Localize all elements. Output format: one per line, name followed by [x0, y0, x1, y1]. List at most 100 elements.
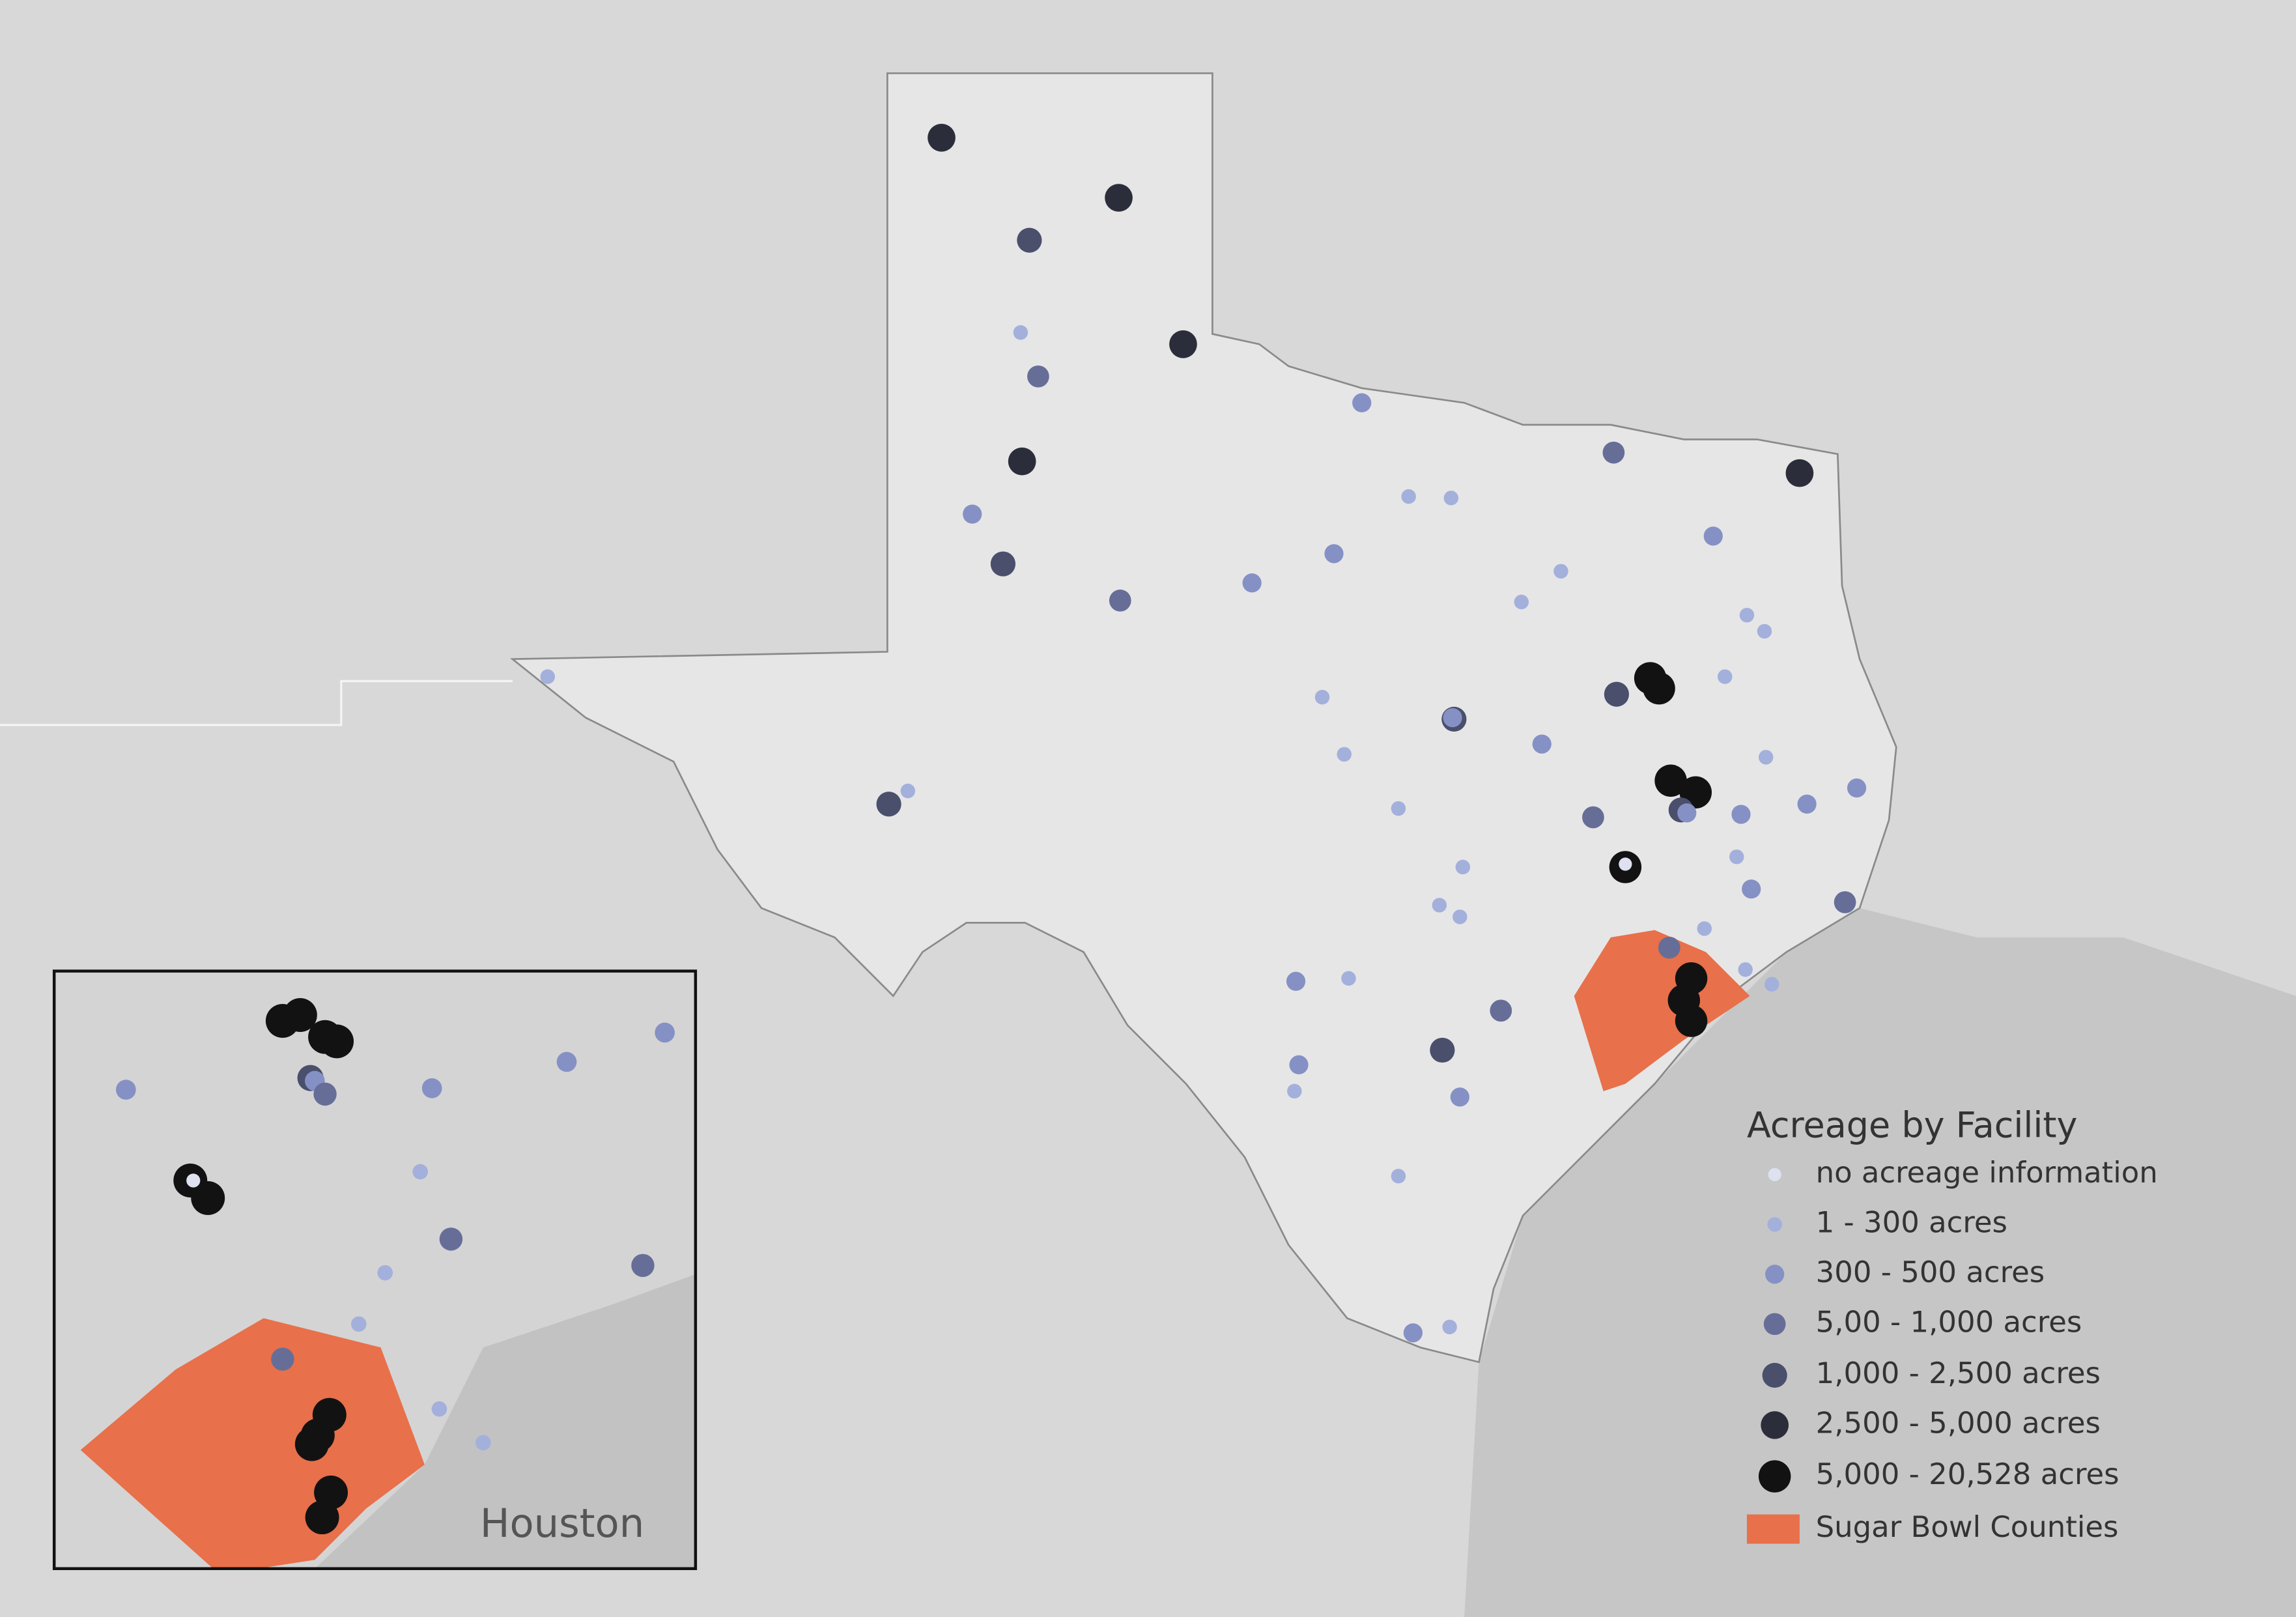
facility: [1553, 564, 1568, 579]
facility: [1287, 1083, 1302, 1099]
facility: [1432, 898, 1447, 913]
facility: [1027, 365, 1049, 388]
facility: [431, 1401, 447, 1417]
facility: [1450, 1087, 1469, 1107]
facility: [1703, 526, 1723, 546]
legend-symbol: [1762, 1362, 1787, 1388]
facility: [1738, 962, 1753, 977]
facility: [294, 1427, 329, 1461]
facility: [1847, 778, 1867, 798]
facility: [1314, 689, 1330, 705]
facility: [1341, 971, 1356, 986]
facility: [1013, 325, 1028, 340]
legend: no acreage information 1 - 300 acres 300 -…: [1746, 1155, 2158, 1544]
facility: [313, 1082, 337, 1106]
facility: [631, 1253, 655, 1278]
facility: [1619, 857, 1632, 871]
facility: [1403, 1323, 1423, 1343]
legend-symbol: [1763, 1313, 1786, 1336]
legend-label: 5,000 - 20,528 acres: [1816, 1457, 2119, 1491]
facility: [1739, 608, 1755, 623]
facility: [1490, 999, 1512, 1022]
facility: [1834, 891, 1856, 913]
legend-label: no acreage information: [1816, 1155, 2158, 1190]
legend-symbol: [1761, 1411, 1789, 1439]
facility: [439, 1227, 463, 1251]
legend-label: 2,500 - 5,000 acres: [1816, 1405, 2101, 1440]
facility: [377, 1265, 393, 1281]
inset-frame: [52, 969, 698, 1571]
facility: [1017, 227, 1042, 253]
facility: [1453, 909, 1467, 924]
legend-label: 300 - 500 acres: [1816, 1255, 2045, 1289]
inset-facilities: [115, 998, 675, 1535]
sugar-bowl-counties: [1574, 930, 1750, 1091]
facility: [1289, 1055, 1309, 1075]
facility: [1443, 708, 1462, 728]
facility: [1337, 747, 1352, 762]
legend-label: Sugar Bowl Counties: [1816, 1510, 2119, 1544]
facility: [876, 792, 901, 817]
facility: [1643, 672, 1675, 705]
legend-symbol: [1765, 1265, 1785, 1284]
facility: [191, 1181, 225, 1215]
facility: [655, 1022, 675, 1043]
legend-symbol: [1767, 1217, 1782, 1232]
facility: [1658, 936, 1680, 959]
facility: [1729, 849, 1744, 865]
legend-label: 1 - 300 acres: [1816, 1205, 2007, 1239]
facility: [305, 1500, 339, 1535]
legend-title: Acreage by Facility: [1747, 1105, 2078, 1146]
facility: [1697, 921, 1712, 936]
facility: [1391, 1169, 1406, 1184]
facility: [1602, 441, 1625, 464]
facility: [421, 1078, 442, 1098]
facility: [1742, 880, 1761, 899]
facility: [283, 998, 317, 1032]
facility: [1758, 750, 1774, 765]
facility: [1430, 1037, 1455, 1063]
facility: [1582, 806, 1604, 829]
facility: [1105, 184, 1133, 212]
facility: [1455, 859, 1471, 875]
facilities: [540, 124, 1867, 1343]
gulf: [1464, 908, 2296, 1617]
legend-symbol: [1768, 1167, 1781, 1182]
facility: [1008, 447, 1036, 476]
facility: [1764, 977, 1779, 992]
facility: [1677, 803, 1697, 823]
facility: [1391, 801, 1406, 816]
facility: [1109, 589, 1131, 612]
facility: [1286, 971, 1306, 991]
legend-label: 1,000 - 2,500 acres: [1816, 1356, 2101, 1390]
facility: [1514, 594, 1529, 610]
facility: [1324, 544, 1344, 564]
facility: [1797, 794, 1817, 814]
legend-swatch: [1746, 1514, 1800, 1544]
legend-label: 5,00 - 1,000 acres: [1816, 1304, 2082, 1339]
border: [0, 680, 513, 726]
legend-symbol: [1758, 1460, 1791, 1493]
facility: [1242, 573, 1262, 593]
facility: [1169, 330, 1197, 358]
facility: [271, 1347, 294, 1371]
facility: [1604, 681, 1629, 707]
facility: [1731, 805, 1751, 824]
facility: [556, 1052, 577, 1072]
facility: [1785, 459, 1814, 487]
facility: [963, 504, 982, 524]
facility: [350, 1316, 367, 1332]
facility: [990, 551, 1016, 577]
facility: [1532, 734, 1552, 754]
facility: [1401, 489, 1416, 504]
texas: [510, 72, 1897, 1364]
facility: [1443, 491, 1459, 506]
facility: [540, 669, 556, 684]
facility: [412, 1164, 429, 1180]
facility: [320, 1024, 354, 1059]
facility: [928, 124, 956, 152]
facility: [186, 1173, 201, 1188]
facility: [475, 1435, 491, 1451]
facility: [1757, 623, 1772, 639]
